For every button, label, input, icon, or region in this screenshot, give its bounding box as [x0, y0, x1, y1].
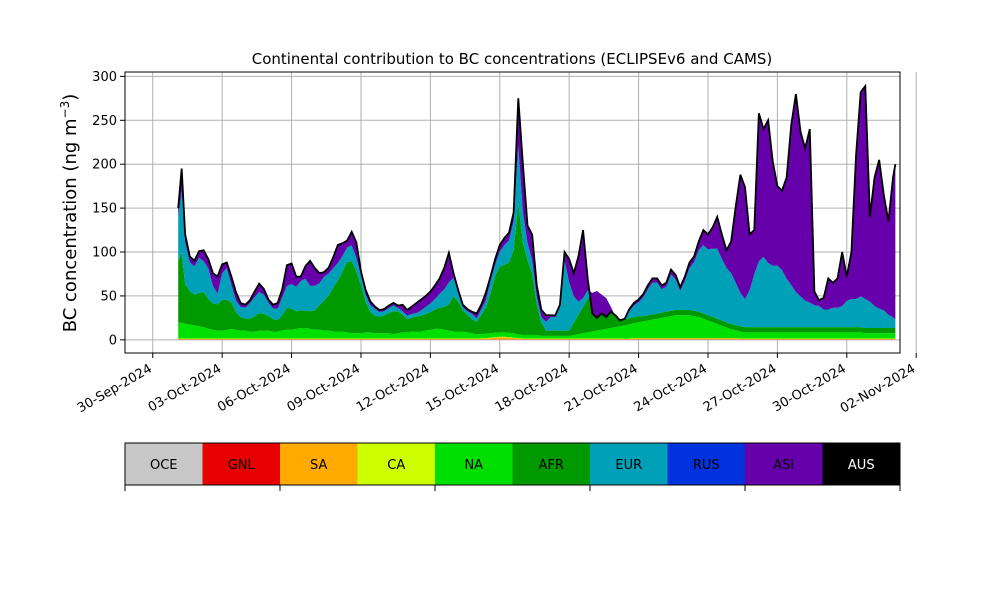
y-tick-label: 150	[92, 202, 117, 217]
x-tick-label: 02-Nov-2024	[838, 361, 918, 416]
legend-swatch-gnl	[202, 443, 280, 485]
y-axis-label: BC concentration (ng m−3)	[58, 94, 81, 333]
x-tick-label: 27-Oct-2024	[701, 361, 779, 415]
legend-label-asi: ASI	[773, 458, 794, 473]
legend-label-eur: EUR	[615, 458, 642, 473]
y-axis-label-text: BC concentration (ng m	[60, 118, 81, 332]
area-afr	[178, 202, 896, 336]
x-tick-label: 24-Oct-2024	[632, 361, 710, 415]
plot-frame	[124, 71, 901, 354]
plot-area: 0 50 100 150 200 250 300 30-Sep-202403-Oct-2024…	[75, 70, 918, 417]
x-tick-label: 21-Oct-2024	[562, 361, 640, 415]
legend-label-aus: AUS	[848, 458, 875, 473]
legend-label-oce: OCE	[150, 458, 178, 473]
chart-title: Continental contribution to BC concentra…	[252, 50, 773, 68]
legend-swatch-afr	[512, 443, 590, 485]
area-eur	[178, 145, 896, 331]
legend-label-ca: CA	[387, 458, 405, 473]
legend-swatch-aus	[822, 443, 900, 485]
x-tick-label: 03-Oct-2024	[146, 361, 224, 415]
legend-swatch-rus	[667, 443, 745, 485]
legend-swatch-oce	[125, 443, 203, 485]
legend-label-sa: SA	[310, 458, 327, 473]
y-tick-label: 300	[92, 70, 117, 85]
x-tick-label: 06-Oct-2024	[215, 361, 293, 415]
legend-swatch-eur	[590, 443, 668, 485]
legend-swatch-ca	[357, 443, 435, 485]
y-tick-label: 200	[92, 158, 117, 173]
legend-label-gnl: GNL	[228, 458, 256, 473]
legend-swatch-sa	[280, 443, 358, 485]
y-tick-label: 0	[109, 333, 117, 348]
x-tick-label: 30-Sep-2024	[75, 361, 155, 416]
y-axis-label-close: )	[60, 94, 81, 101]
x-tick-label: 30-Oct-2024	[770, 361, 848, 415]
legend: OCE GNL SA CA NA AFR EUR RUS ASI AUS	[124, 442, 901, 491]
legend-swatch-asi	[745, 443, 823, 485]
y-tick-label: 250	[92, 114, 117, 129]
x-tick-label: 12-Oct-2024	[354, 361, 432, 415]
x-tick-label: 18-Oct-2024	[493, 361, 571, 415]
y-tick-label: 100	[92, 246, 117, 261]
y-tick-label: 50	[100, 289, 117, 304]
area-na	[178, 315, 896, 339]
y-axis-label-exponent: −3	[58, 101, 72, 119]
x-tick-label: 15-Oct-2024	[423, 361, 501, 415]
area-sa	[178, 337, 896, 340]
legend-label-rus: RUS	[693, 458, 720, 473]
legend-label-na: NA	[464, 458, 483, 473]
legend-label-afr: AFR	[539, 458, 564, 473]
legend-frame	[124, 442, 901, 486]
area-ca	[178, 336, 896, 339]
legend-swatch-na	[435, 443, 513, 485]
x-tick-label: 09-Oct-2024	[285, 361, 363, 415]
total-line	[177, 83, 897, 322]
